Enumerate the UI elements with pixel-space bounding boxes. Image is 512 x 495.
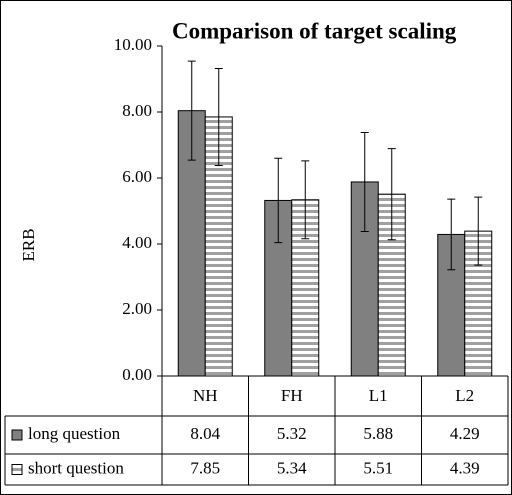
x-tick-label: NH bbox=[193, 386, 218, 405]
x-tick-label: L1 bbox=[369, 386, 388, 405]
table-value: 4.29 bbox=[450, 424, 480, 443]
table-value: 5.88 bbox=[363, 424, 393, 443]
y-tick-label: 0.00 bbox=[122, 365, 152, 384]
y-axis-label: ERB bbox=[19, 228, 38, 261]
legend-key bbox=[11, 429, 23, 441]
chart-title: Comparison of target scaling bbox=[172, 18, 457, 43]
x-tick-label: FH bbox=[281, 386, 303, 405]
error-bar bbox=[474, 196, 483, 266]
y-tick-label: 4.00 bbox=[122, 233, 152, 252]
x-tick-label: L2 bbox=[455, 386, 474, 405]
y-tick-label: 2.00 bbox=[122, 299, 152, 318]
table-value: 4.39 bbox=[450, 458, 480, 477]
table-value: 5.51 bbox=[363, 458, 393, 477]
error-bar bbox=[214, 67, 223, 166]
error-bar bbox=[301, 160, 310, 240]
legend-label: long question bbox=[28, 424, 121, 443]
error-bar bbox=[360, 131, 369, 232]
error-bar bbox=[387, 148, 396, 241]
legend-label: short question bbox=[28, 458, 124, 477]
y-tick-label: 10.00 bbox=[114, 35, 152, 54]
legend-key bbox=[11, 464, 23, 475]
error-bar bbox=[187, 60, 196, 161]
table-value: 7.85 bbox=[190, 458, 220, 477]
error-bar bbox=[274, 157, 283, 244]
table-value: 5.32 bbox=[277, 424, 307, 443]
y-tick-label: 8.00 bbox=[122, 101, 152, 120]
error-bar bbox=[447, 198, 456, 271]
table-value: 5.34 bbox=[277, 458, 307, 477]
y-tick-label: 6.00 bbox=[122, 167, 152, 186]
table-value: 8.04 bbox=[190, 424, 220, 443]
